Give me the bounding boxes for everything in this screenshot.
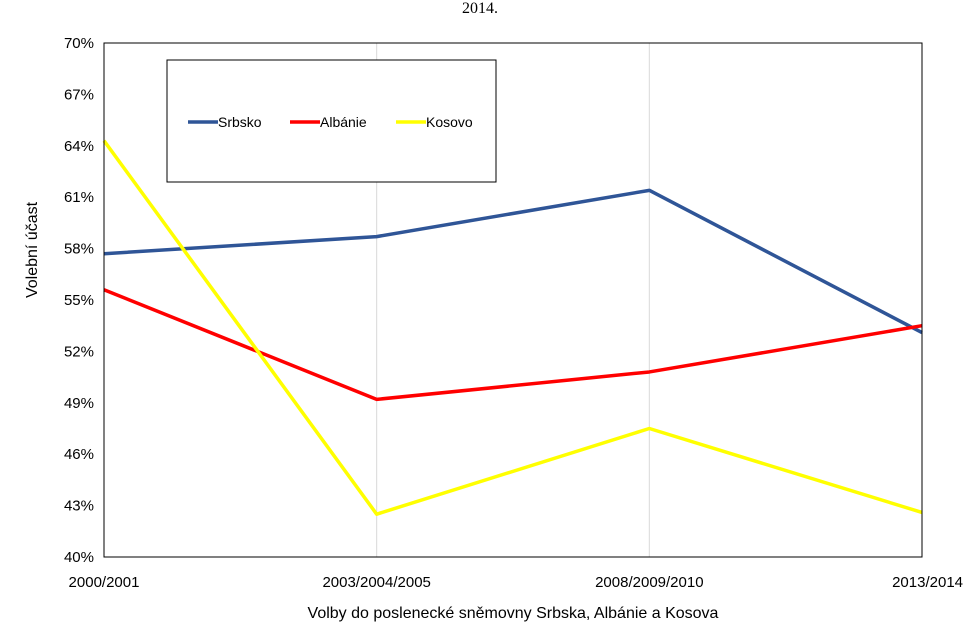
x-axis-title: Volby do poslenecké sněmovny Srbska, Alb… — [308, 605, 719, 622]
x-axis-ticks: 2000/2001 2003/2004/2005 2008/2009/2010 201… — [69, 574, 963, 591]
y-tick-label: 55% — [64, 292, 94, 309]
x-tick-label: 2003/2004/2005 — [322, 574, 430, 591]
y-axis-ticks: 40% 43% 46% 49% 52% 55% 58% 61% 64% 67% 70% — [64, 35, 94, 566]
y-tick-label: 49% — [64, 395, 94, 412]
series-lines — [102, 139, 923, 516]
y-tick-label: 64% — [64, 138, 94, 155]
y-tick-label: 46% — [64, 446, 94, 463]
y-tick-label: 58% — [64, 241, 94, 258]
legend-label-albánie: Albánie — [320, 114, 367, 130]
x-tick-label: 2013/2014 — [892, 574, 963, 591]
series-line-albánie — [103, 288, 923, 402]
plot-frame — [103, 42, 923, 558]
series-line-kosovo — [102, 139, 923, 516]
y-tick-label: 52% — [64, 343, 94, 360]
y-axis-title: Volební účast — [24, 201, 41, 298]
legend-box — [166, 59, 497, 183]
chart-title: 2014. — [462, 0, 498, 17]
x-tick-label: 2008/2009/2010 — [595, 574, 703, 591]
y-tick-label: 40% — [64, 549, 94, 566]
legend: Srbsko Albánie Kosovo — [166, 59, 497, 183]
legend-label-kosovo: Kosovo — [426, 114, 473, 130]
x-tick-label: 2000/2001 — [69, 574, 140, 591]
y-tick-label: 43% — [64, 498, 94, 515]
y-tick-label: 61% — [64, 189, 94, 206]
y-tick-label: 67% — [64, 86, 94, 103]
legend-label-srbsko: Srbsko — [218, 114, 262, 130]
y-tick-label: 70% — [64, 35, 94, 52]
series-line-srbsko — [103, 188, 923, 335]
